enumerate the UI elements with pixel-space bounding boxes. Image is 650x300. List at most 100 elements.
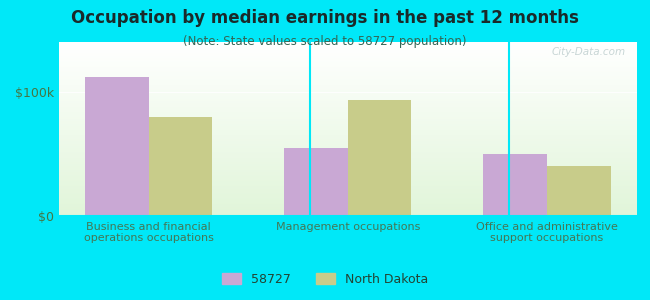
Bar [58, 72, 637, 73]
Bar [58, 84, 637, 85]
Bar [58, 47, 637, 48]
Bar [58, 187, 637, 188]
Bar [58, 63, 637, 64]
Bar [58, 57, 637, 58]
Bar [58, 211, 637, 212]
Bar [58, 78, 637, 79]
Bar [58, 67, 637, 68]
Bar [58, 108, 637, 109]
Text: City-Data.com: City-Data.com [551, 47, 625, 57]
Bar [58, 80, 637, 81]
Bar [58, 129, 637, 130]
Bar [58, 86, 637, 87]
Bar [58, 166, 637, 167]
Bar [58, 114, 637, 115]
Bar [58, 54, 637, 55]
Bar [58, 119, 637, 120]
Bar [58, 58, 637, 59]
Bar [58, 142, 637, 143]
Bar [58, 87, 637, 88]
Bar [58, 64, 637, 65]
Bar [84, 77, 149, 216]
Bar [58, 103, 637, 104]
Bar [58, 100, 637, 101]
Bar [58, 173, 637, 174]
Bar [284, 148, 348, 216]
Bar [58, 56, 637, 57]
Bar [58, 74, 637, 75]
Bar [58, 188, 637, 189]
Bar [58, 115, 637, 116]
Bar [58, 193, 637, 194]
Bar [58, 99, 637, 100]
Bar [58, 150, 637, 151]
Bar [58, 147, 637, 148]
Bar [58, 198, 637, 199]
Bar [58, 206, 637, 207]
Bar [58, 42, 637, 43]
Bar [348, 100, 411, 216]
Bar [58, 201, 637, 202]
Bar [58, 68, 637, 69]
Bar [58, 96, 637, 97]
Bar [58, 51, 637, 52]
Bar [58, 75, 637, 76]
Bar [58, 76, 637, 77]
Bar [58, 94, 637, 95]
Bar [58, 146, 637, 147]
Bar [58, 179, 637, 180]
Bar [58, 155, 637, 156]
Bar [58, 189, 637, 190]
Bar [58, 44, 637, 45]
Bar [58, 81, 637, 82]
Bar [58, 102, 637, 103]
Bar [149, 117, 213, 216]
Bar [58, 101, 637, 102]
Bar [58, 133, 637, 134]
Bar [58, 118, 637, 119]
Bar [58, 97, 637, 98]
Bar [58, 48, 637, 49]
Bar [58, 154, 637, 155]
Bar [58, 162, 637, 163]
Bar [58, 95, 637, 96]
Bar [58, 212, 637, 213]
Text: Occupation by median earnings in the past 12 months: Occupation by median earnings in the pas… [71, 9, 579, 27]
Bar [58, 205, 637, 206]
Bar [58, 71, 637, 72]
Bar [58, 65, 637, 66]
Bar [58, 107, 637, 108]
Bar [58, 158, 637, 159]
Bar [58, 191, 637, 192]
Bar [58, 174, 637, 175]
Bar [58, 176, 637, 177]
Bar [58, 131, 637, 132]
Bar [58, 98, 637, 99]
Bar [58, 156, 637, 157]
Bar [483, 154, 547, 216]
Bar [58, 152, 637, 153]
Bar [58, 141, 637, 142]
Bar [58, 121, 637, 122]
Bar [58, 172, 637, 173]
Bar [58, 73, 637, 74]
Bar [58, 151, 637, 152]
Bar [58, 164, 637, 165]
Bar [58, 53, 637, 54]
Bar [58, 167, 637, 168]
Bar [58, 192, 637, 193]
Bar [58, 145, 637, 146]
Bar [58, 169, 637, 170]
Bar [58, 43, 637, 44]
Bar [58, 85, 637, 86]
Bar [58, 138, 637, 139]
Bar [58, 55, 637, 56]
Bar [58, 61, 637, 62]
Bar [58, 116, 637, 117]
Bar [58, 157, 637, 158]
Bar [58, 153, 637, 154]
Bar [58, 89, 637, 90]
Bar [58, 161, 637, 162]
Bar [58, 117, 637, 118]
Bar [58, 137, 637, 138]
